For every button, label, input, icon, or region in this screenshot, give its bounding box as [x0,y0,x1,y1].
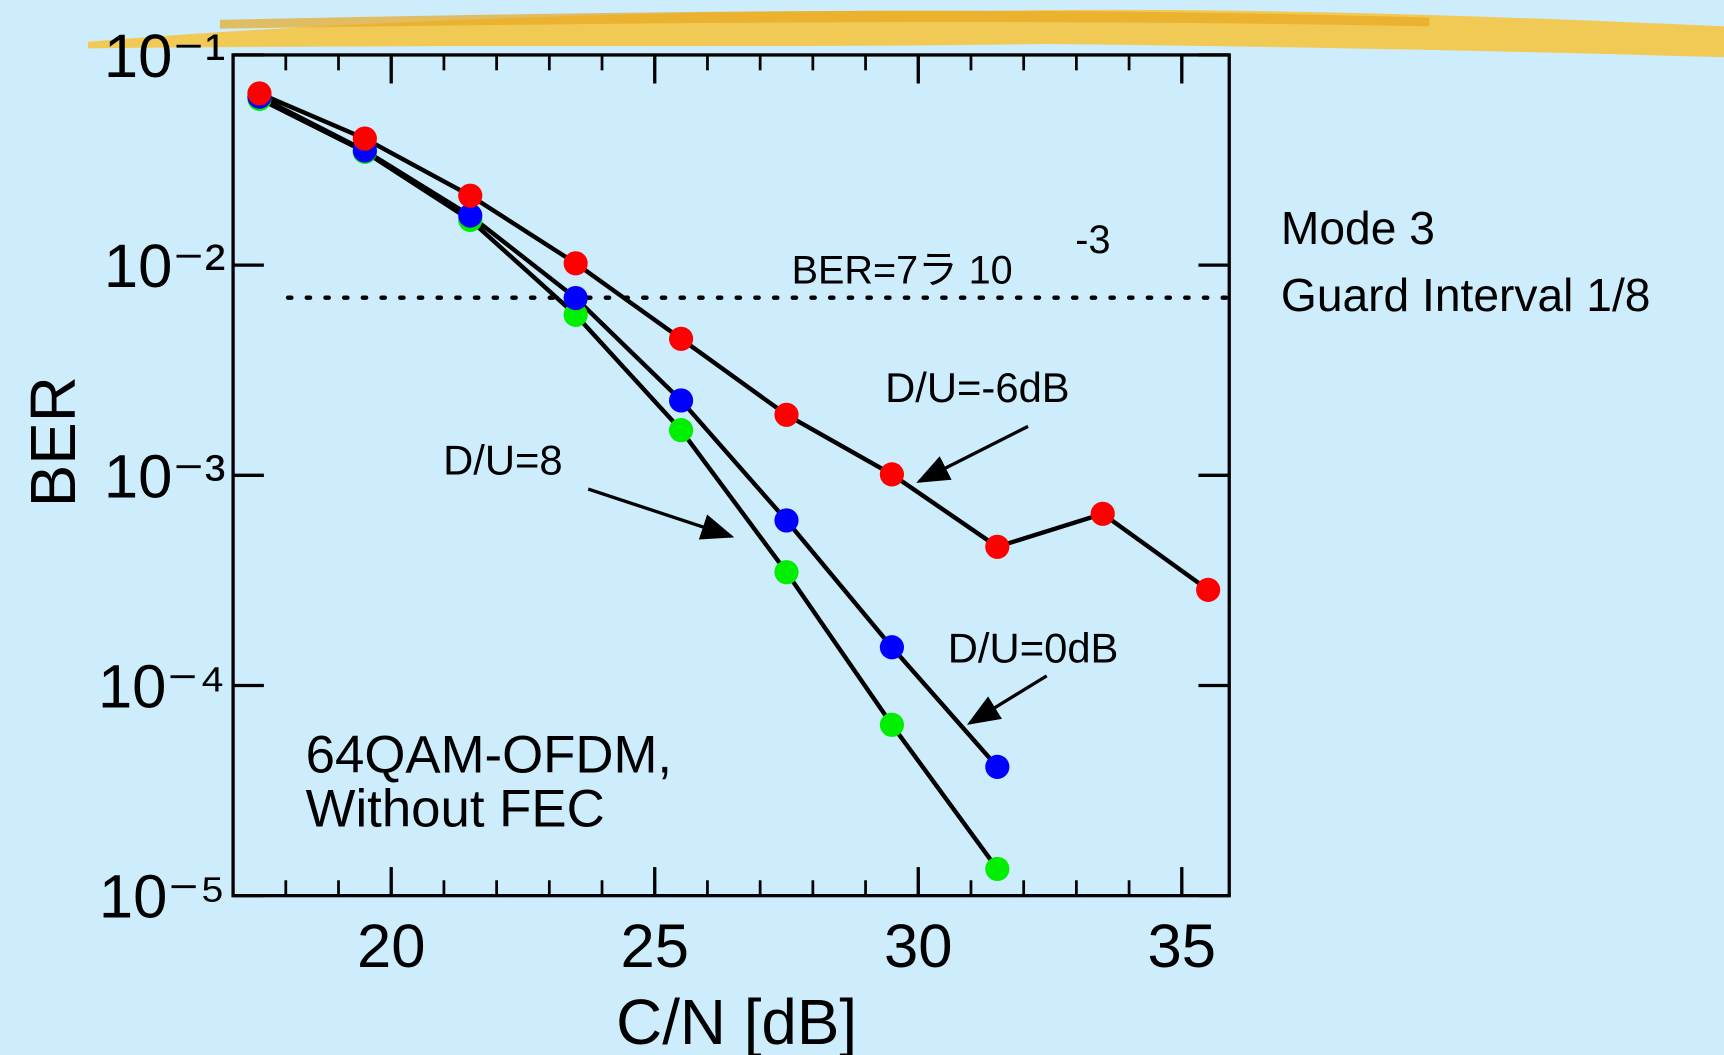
arrow [916,424,1029,483]
x-tick-label: 35 [1148,912,1216,981]
data-point [879,635,905,660]
series-line [258,91,1210,592]
y-axis-label: BER [17,376,89,507]
data-point [879,462,905,487]
data-point [1090,501,1115,526]
data-point [458,203,483,228]
data-point [352,126,377,151]
y-tick-label: 10⁻² [104,232,225,301]
data-point [458,183,483,208]
y-tick-label: 10⁻¹ [104,22,225,91]
annotation: 64QAM-OFDM, [306,726,672,785]
data-point [668,388,694,413]
data-point [563,251,588,276]
reference-label: BER=7ラ 10 [792,249,1013,293]
x-tick-label: 20 [357,912,425,981]
data-point [774,402,799,427]
annotation: Without FEC [306,779,605,838]
data-point [879,712,905,737]
data-point [247,81,272,106]
reference-exponent: -3 [1075,218,1110,262]
y-tick-label: 10⁻⁴ [98,652,225,721]
arrow [587,487,735,540]
series-annotation: D/U=8 [443,437,563,484]
arrow [966,674,1048,725]
y-tick-label: 10⁻⁵ [99,863,225,932]
annotation: Mode 3 [1281,202,1435,254]
data-point [668,326,694,351]
data-point [774,508,799,533]
y-tick-label: 10⁻³ [104,442,225,511]
data-point [774,560,799,585]
x-tick-label: 25 [620,912,688,981]
x-axis-label: C/N [dB] [616,986,857,1055]
plot-area [247,81,1221,882]
data-point [985,534,1010,559]
data-point [668,418,694,443]
data-point [563,285,588,311]
x-tick-label: 30 [884,912,952,981]
data-point [563,302,588,327]
series-annotation: D/U=0dB [948,625,1119,672]
data-point [1196,577,1221,602]
series-line [258,96,1000,871]
series-annotation: D/U=-6dB [885,364,1070,411]
annotation: Guard Interval 1/8 [1281,269,1651,321]
brush-stroke [219,10,1430,29]
data-point [985,754,1010,779]
data-point [985,856,1010,882]
